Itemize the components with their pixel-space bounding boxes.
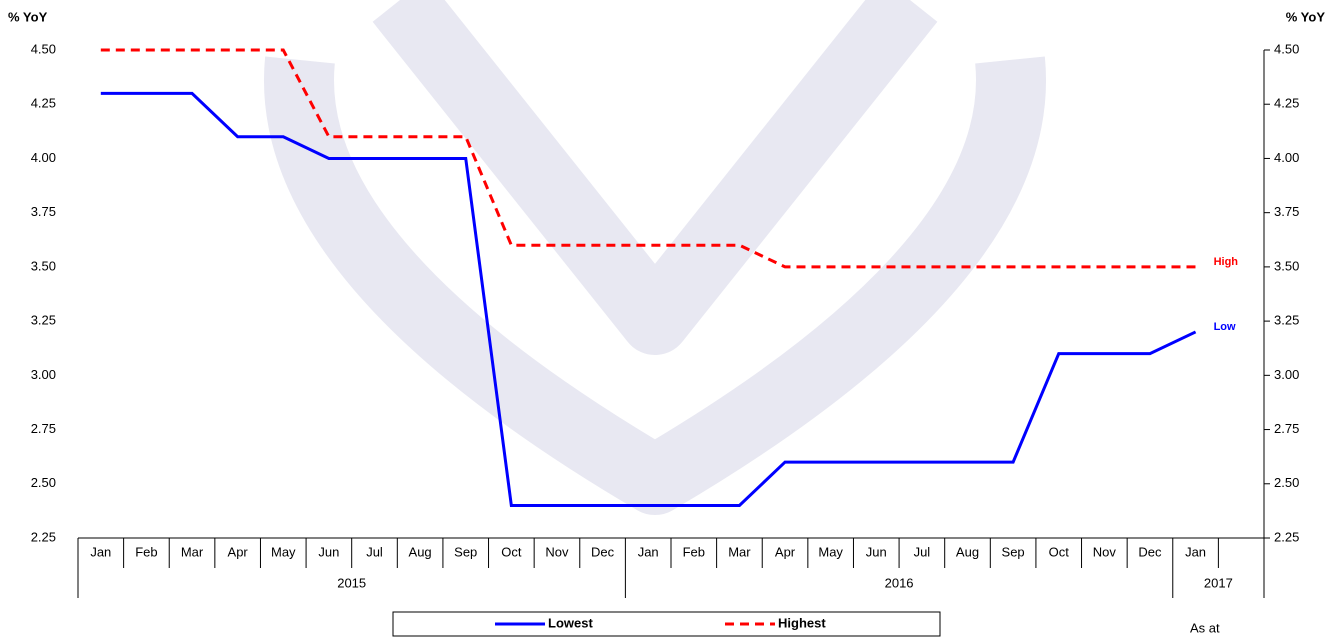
x-tick-label: Apr xyxy=(775,544,796,559)
end-label: High xyxy=(1214,256,1239,268)
year-label: 2017 xyxy=(1204,575,1233,590)
y2-tick-label: 4.25 xyxy=(1274,96,1299,111)
x-tick-label: Sep xyxy=(1002,544,1025,559)
y2-tick-label: 2.25 xyxy=(1274,529,1299,544)
x-tick-label: Oct xyxy=(1049,544,1070,559)
x-tick-label: Jun xyxy=(866,544,887,559)
y2-tick-label: 3.75 xyxy=(1274,204,1299,219)
y2-tick-label: 3.25 xyxy=(1274,313,1299,328)
y-tick-label: 4.50 xyxy=(31,41,56,56)
y-tick-label: 2.50 xyxy=(31,475,56,490)
watermark-v xyxy=(372,0,938,355)
footnote: As at xyxy=(1190,620,1220,635)
x-tick-label: Jun xyxy=(318,544,339,559)
x-tick-label: Jan xyxy=(1185,544,1206,559)
watermark-arc xyxy=(264,56,1046,515)
y2-tick-label: 3.00 xyxy=(1274,367,1299,382)
x-tick-label: Sep xyxy=(454,544,477,559)
year-label: 2016 xyxy=(885,575,914,590)
y-tick-label: 4.00 xyxy=(31,150,56,165)
x-tick-label: Nov xyxy=(1093,544,1117,559)
x-tick-label: Jul xyxy=(914,544,931,559)
x-tick-label: May xyxy=(271,544,296,559)
y2-tick-label: 2.75 xyxy=(1274,421,1299,436)
series-line xyxy=(100,91,1197,507)
x-tick-label: Aug xyxy=(956,544,979,559)
x-tick-label: Mar xyxy=(181,544,204,559)
y2-tick-label: 3.50 xyxy=(1274,258,1299,273)
y2-axis-title: % YoY xyxy=(1286,9,1326,24)
series-line xyxy=(100,48,1196,269)
x-tick-label: May xyxy=(818,544,843,559)
x-tick-label: Nov xyxy=(545,544,569,559)
x-tick-label: Feb xyxy=(683,544,705,559)
y-tick-label: 2.25 xyxy=(31,529,56,544)
y-tick-label: 3.25 xyxy=(31,313,56,328)
x-tick-label: Mar xyxy=(728,544,751,559)
year-label: 2015 xyxy=(337,575,366,590)
legend-label: Lowest xyxy=(548,615,593,630)
watermark xyxy=(264,0,1046,515)
y-tick-label: 3.75 xyxy=(31,204,56,219)
y-tick-label: 3.00 xyxy=(31,367,56,382)
x-tick-label: Oct xyxy=(501,544,522,559)
y-axis-title: % YoY xyxy=(8,9,48,24)
x-tick-label: Jan xyxy=(638,544,659,559)
x-tick-label: Dec xyxy=(1138,544,1162,559)
x-tick-label: Jan xyxy=(90,544,111,559)
legend-label: Highest xyxy=(778,615,826,630)
y-tick-label: 2.75 xyxy=(31,421,56,436)
y-tick-label: 3.50 xyxy=(31,258,56,273)
legend-box xyxy=(392,611,941,637)
x-tick-label: Apr xyxy=(228,544,249,559)
x-tick-label: Aug xyxy=(409,544,432,559)
x-tick-label: Feb xyxy=(135,544,157,559)
x-tick-label: Dec xyxy=(591,544,615,559)
y-tick-label: 4.25 xyxy=(31,96,56,111)
y2-tick-label: 4.50 xyxy=(1274,41,1299,56)
x-tick-label: Jul xyxy=(366,544,383,559)
end-label: Low xyxy=(1214,321,1236,333)
y2-tick-label: 4.00 xyxy=(1274,150,1299,165)
y2-tick-label: 2.50 xyxy=(1274,475,1299,490)
